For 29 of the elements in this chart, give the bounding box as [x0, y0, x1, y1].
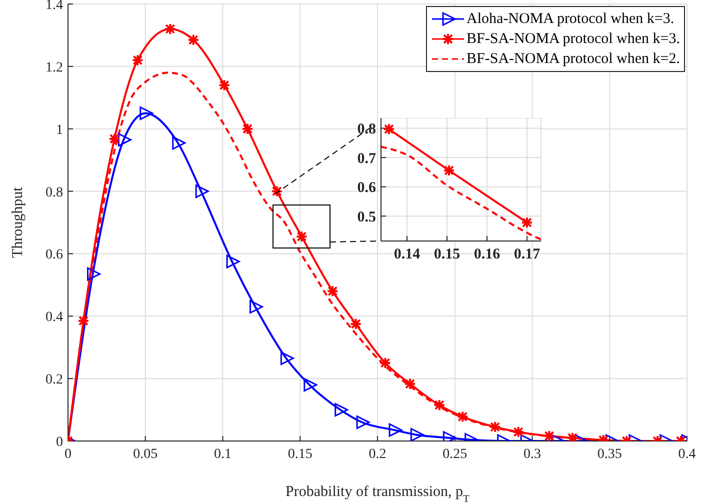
y-tick-label: 0.4 [46, 310, 63, 326]
y-tick-label: 0.8 [357, 122, 376, 138]
x-tick-label: 0.3 [524, 446, 541, 462]
x-tick-label: 0.25 [442, 446, 468, 462]
y-axis-title: Throughput [10, 186, 26, 258]
y-tick-label: 1.4 [46, 0, 63, 13]
x-tick-label: 0.4 [678, 446, 696, 462]
x-tick-label: 0.05 [133, 446, 158, 462]
x-tick-label: 0.15 [434, 246, 460, 263]
y-tick-label: 0.6 [357, 180, 376, 196]
y-tick-label: 0.5 [357, 209, 376, 226]
x-tick-label: 0.2 [368, 446, 386, 462]
x-tick-label: 0.14 [394, 246, 421, 263]
y-tick-label: 1.2 [46, 60, 63, 76]
legend-label: Aloha-NOMA protocol when k=3. [466, 10, 674, 28]
x-tick-label: 0.17 [514, 246, 541, 263]
x-axis-title: Probability of transmission, p$_{T}$ [286, 484, 470, 504]
x-tick-label: 0.1 [214, 446, 232, 462]
y-tick-label: 0.6 [46, 248, 63, 263]
legend-label: BF-SA-NOMA protocol when k=3. [466, 30, 680, 48]
x-tick-label: 0.35 [597, 446, 622, 462]
x-tick-label: 0.16 [474, 246, 501, 263]
y-tick-label: 0.7 [357, 150, 376, 167]
y-tick-label: 1 [56, 122, 63, 138]
y-tick-label: 0.2 [46, 372, 63, 388]
y-tick-label: 0.8 [46, 185, 63, 200]
y-tick-label: 0 [56, 434, 63, 450]
x-tick-label: 0.15 [288, 446, 312, 462]
legend-label: BF-SA-NOMA protocol when k=2. [466, 50, 680, 68]
